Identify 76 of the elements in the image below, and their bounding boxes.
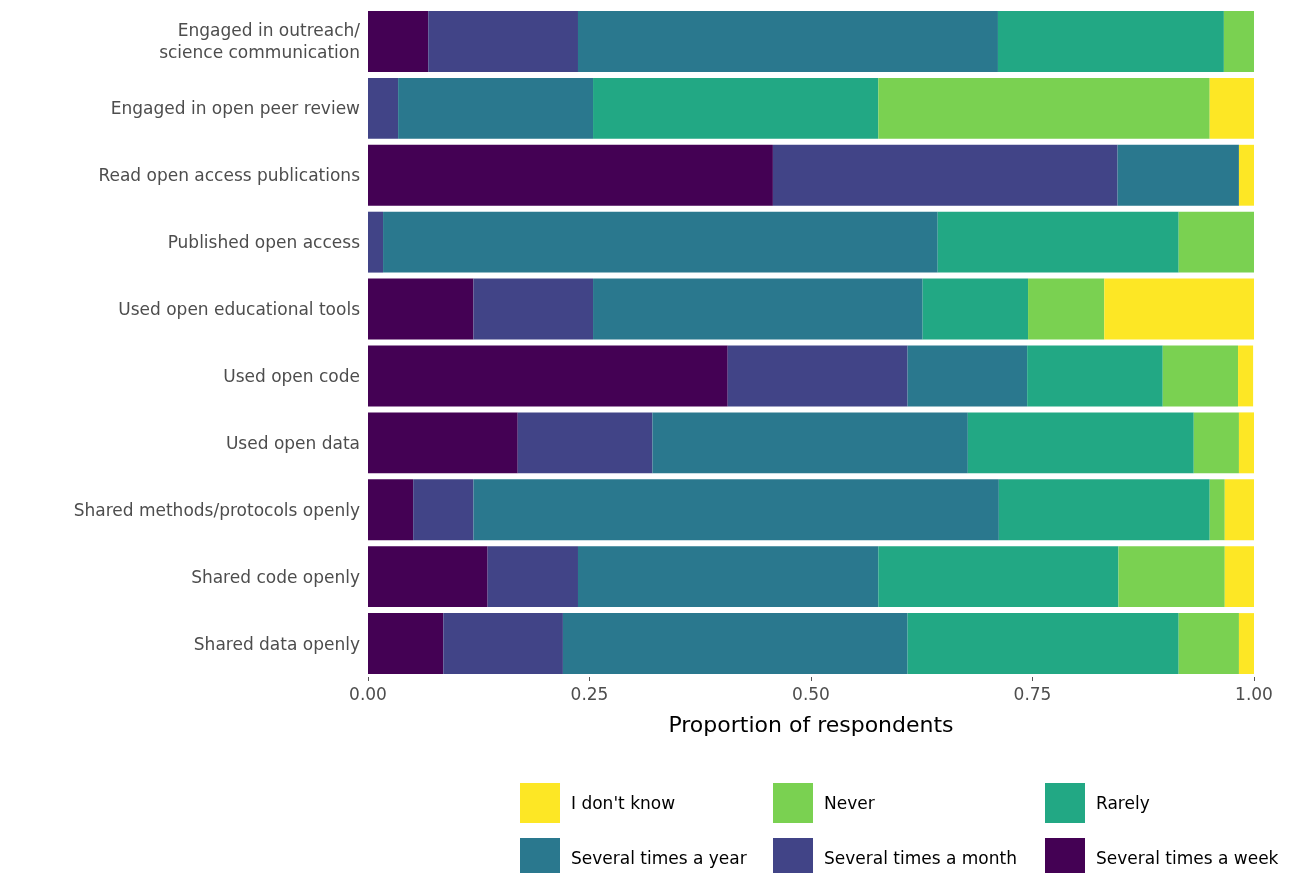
bar: [1238, 412, 1254, 474]
bar: [1238, 345, 1254, 407]
x-tick-label: 1.00: [1235, 683, 1273, 704]
bar: [413, 479, 474, 541]
bar: [1118, 546, 1225, 608]
bar: [1224, 479, 1254, 541]
y-tick-label: Engaged in open peer review: [110, 98, 361, 119]
bar: [368, 613, 444, 674]
x-tick-label: 0.50: [792, 683, 830, 704]
bar: [577, 546, 879, 608]
x-tick-label: 0.75: [1013, 683, 1052, 704]
bar: [652, 412, 968, 474]
legend-label: I don't know: [571, 793, 676, 813]
bar: [368, 479, 414, 541]
bar: [473, 278, 594, 340]
bar: [967, 412, 1194, 474]
y-tick-label: Used open code: [223, 365, 360, 386]
x-tick-label: 0.25: [570, 683, 609, 704]
legend-label: Never: [824, 793, 875, 813]
legend-label: Several times a week: [1096, 848, 1279, 868]
bar: [368, 144, 773, 206]
bar: [368, 546, 488, 608]
y-tick-label: Shared data openly: [193, 633, 360, 654]
bar: [368, 11, 429, 72]
bar: [593, 278, 923, 340]
bar: [1224, 546, 1254, 608]
bar: [368, 345, 728, 407]
bar: [443, 613, 563, 674]
bar: [1193, 412, 1239, 474]
y-tick-label: Used open educational tools: [118, 299, 361, 320]
legend-label: Rarely: [1096, 793, 1150, 813]
y-tick-label: Used open data: [225, 432, 360, 453]
bar: [368, 77, 399, 139]
bar: [473, 479, 999, 541]
bar: [1209, 77, 1254, 139]
bar: [772, 144, 1118, 206]
bar: [922, 278, 1029, 340]
bar: [997, 11, 1224, 72]
x-tick-label: 0.00: [349, 683, 387, 704]
bar: [907, 613, 1179, 674]
bar: [937, 211, 1179, 273]
bar: [368, 211, 384, 273]
bar: [517, 412, 653, 474]
bar: [1238, 144, 1254, 206]
bar: [998, 479, 1210, 541]
bar: [368, 278, 474, 340]
bar: [428, 11, 578, 72]
y-tick-label: Read open access publications: [98, 165, 361, 186]
bar: [1028, 278, 1105, 340]
x-axis-title: Proportion of respondents: [668, 711, 954, 737]
bar: [562, 613, 908, 674]
bar: [1223, 11, 1254, 72]
bar: [383, 211, 938, 273]
bar: [1238, 613, 1254, 674]
y-tick-label: Shared code openly: [191, 566, 360, 587]
bar: [907, 345, 1028, 407]
legend-label: Several times a month: [824, 848, 1017, 868]
y-tick-label: Engaged in outreach/ science communication: [159, 20, 361, 63]
bar: [487, 546, 578, 608]
bar: [878, 546, 1119, 608]
bar: [577, 11, 998, 72]
legend-label: Several times a year: [571, 848, 747, 868]
bar: [1104, 278, 1254, 340]
bar: [1178, 613, 1239, 674]
bar: [368, 412, 518, 474]
bar: [1178, 211, 1254, 273]
bar: [1162, 345, 1239, 407]
bar: [878, 77, 1210, 139]
bar: [1209, 479, 1225, 541]
bar: [727, 345, 908, 407]
bar: [1117, 144, 1239, 206]
y-tick-label: Shared methods/protocols openly: [73, 499, 360, 520]
bar: [398, 77, 594, 139]
bar: [593, 77, 879, 139]
bar: [1027, 345, 1163, 407]
y-tick-label: Published open access: [167, 232, 361, 253]
